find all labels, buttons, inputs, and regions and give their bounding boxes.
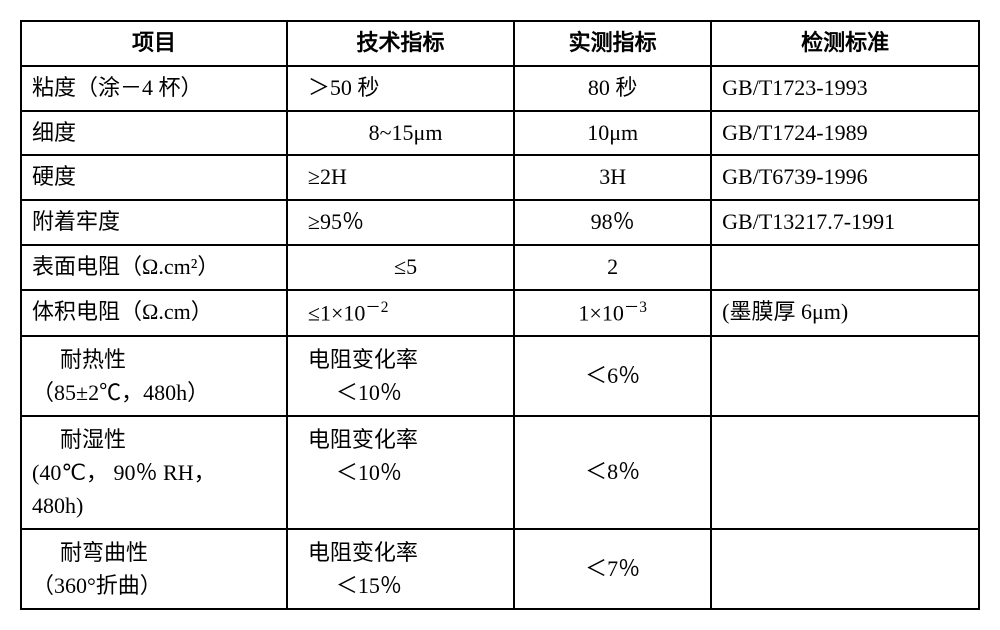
cell-tech: ≤1×10－2 [287, 290, 514, 336]
cell-tech: ＞50 秒 [287, 66, 514, 111]
cell-item: 粘度（涂－4 杯） [21, 66, 287, 111]
table-row: 耐湿性 (40℃， 90％ RH， 480h) 电阻变化率 ＜10％ ＜8％ [21, 416, 979, 529]
table-row: 粘度（涂－4 杯） ＞50 秒 80 秒 GB/T1723-1993 [21, 66, 979, 111]
spec-table: 项目 技术指标 实测指标 检测标准 粘度（涂－4 杯） ＞50 秒 80 秒 G… [20, 20, 980, 610]
cell-measured: ＜7％ [514, 529, 711, 609]
tech-line: 电阻变化率 [308, 347, 418, 372]
cell-standard: GB/T1724-1989 [711, 111, 979, 156]
cell-standard: GB/T13217.7-1991 [711, 200, 979, 245]
table-row: 硬度 ≥2H 3H GB/T6739-1996 [21, 155, 979, 200]
cell-measured: 10μm [514, 111, 711, 156]
cell-standard [711, 529, 979, 609]
table-row: 耐弯曲性 （360°折曲） 电阻变化率 ＜15％ ＜7％ [21, 529, 979, 609]
header-item: 项目 [21, 21, 287, 66]
item-line: 耐弯曲性 [32, 540, 148, 565]
cell-item: 硬度 [21, 155, 287, 200]
cell-item: 耐湿性 (40℃， 90％ RH， 480h) [21, 416, 287, 529]
cell-item: 表面电阻（Ω.cm²） [21, 245, 287, 290]
cell-measured: 3H [514, 155, 711, 200]
cell-tech: ≤5 [287, 245, 514, 290]
item-line: 480h) [32, 493, 83, 518]
header-standard: 检测标准 [711, 21, 979, 66]
header-row: 项目 技术指标 实测指标 检测标准 [21, 21, 979, 66]
cell-item: 耐弯曲性 （360°折曲） [21, 529, 287, 609]
cell-standard [711, 336, 979, 416]
cell-standard: GB/T1723-1993 [711, 66, 979, 111]
cell-measured: ＜6％ [514, 336, 711, 416]
table-row: 表面电阻（Ω.cm²） ≤5 2 [21, 245, 979, 290]
cell-standard: (墨膜厚 6μm) [711, 290, 979, 336]
item-line: 耐湿性 [32, 427, 126, 452]
table-row: 体积电阻（Ω.cm） ≤1×10－2 1×10－3 (墨膜厚 6μm) [21, 290, 979, 336]
table-row: 耐热性 （85±2℃，480h） 电阻变化率 ＜10％ ＜6％ [21, 336, 979, 416]
tech-line: ＜10％ [308, 460, 402, 485]
tech-line: ＜10％ [308, 380, 402, 405]
item-line: 耐热性 [32, 347, 126, 372]
item-line: （360°折曲） [32, 573, 162, 598]
cell-item: 附着牢度 [21, 200, 287, 245]
tech-line: ＜15％ [308, 573, 402, 598]
table-row: 附着牢度 ≥95％ 98％ GB/T13217.7-1991 [21, 200, 979, 245]
cell-measured: 1×10－3 [514, 290, 711, 336]
cell-tech: ≥2H [287, 155, 514, 200]
cell-standard: GB/T6739-1996 [711, 155, 979, 200]
cell-item: 细度 [21, 111, 287, 156]
cell-tech: 电阻变化率 ＜15％ [287, 529, 514, 609]
cell-measured: 98％ [514, 200, 711, 245]
cell-measured: ＜8％ [514, 416, 711, 529]
item-line: (40℃， 90％ RH， [32, 460, 216, 485]
cell-tech: 8~15μm [287, 111, 514, 156]
cell-tech: 电阻变化率 ＜10％ [287, 336, 514, 416]
tech-line: 电阻变化率 [308, 540, 418, 565]
cell-item: 体积电阻（Ω.cm） [21, 290, 287, 336]
cell-tech: ≥95％ [287, 200, 514, 245]
header-tech: 技术指标 [287, 21, 514, 66]
cell-item: 耐热性 （85±2℃，480h） [21, 336, 287, 416]
cell-standard [711, 416, 979, 529]
cell-measured: 2 [514, 245, 711, 290]
cell-standard [711, 245, 979, 290]
tech-line: 电阻变化率 [308, 427, 418, 452]
table-row: 细度 8~15μm 10μm GB/T1724-1989 [21, 111, 979, 156]
item-line: （85±2℃，480h） [32, 380, 209, 405]
cell-tech: 电阻变化率 ＜10％ [287, 416, 514, 529]
cell-measured: 80 秒 [514, 66, 711, 111]
header-measured: 实测指标 [514, 21, 711, 66]
